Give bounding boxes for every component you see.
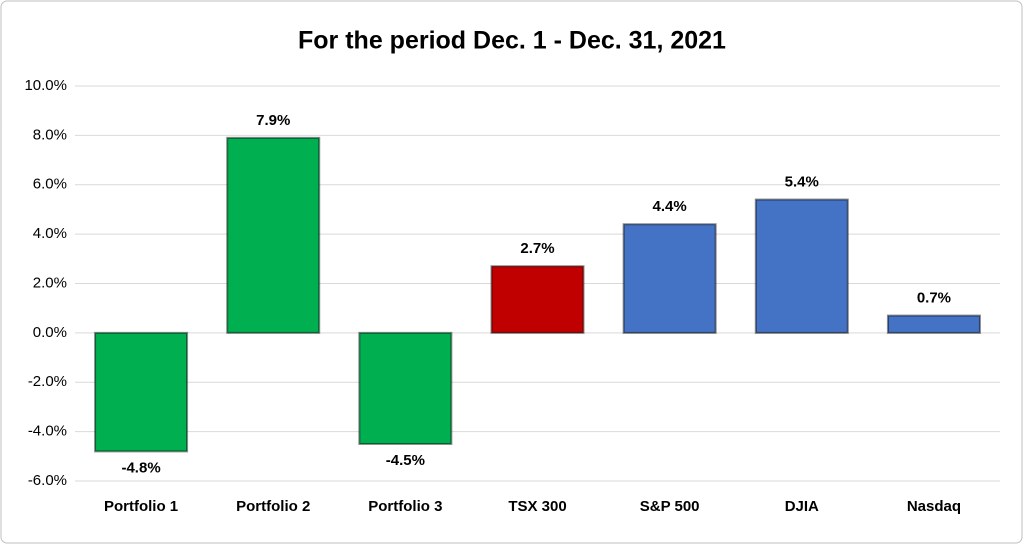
y-tick-label: 8.0% bbox=[33, 126, 67, 143]
value-label: 7.9% bbox=[256, 112, 290, 129]
bar bbox=[490, 265, 585, 334]
x-tick-label: Nasdaq bbox=[907, 498, 961, 515]
value-label: 0.7% bbox=[917, 290, 951, 307]
x-tick-label: Portfolio 1 bbox=[104, 498, 178, 515]
chart-title: For the period Dec. 1 - Dec. 31, 2021 bbox=[298, 27, 726, 55]
y-tick-label: 2.0% bbox=[33, 274, 67, 291]
bar bbox=[754, 198, 849, 334]
y-tick-label: 0.0% bbox=[33, 324, 67, 341]
y-tick-label: -4.0% bbox=[28, 423, 67, 440]
x-tick-label: Portfolio 3 bbox=[368, 498, 442, 515]
bar bbox=[622, 223, 717, 334]
x-tick-label: S&P 500 bbox=[640, 498, 700, 515]
y-tick-label: -6.0% bbox=[28, 472, 67, 489]
bar bbox=[886, 314, 981, 334]
x-tick-label: Portfolio 2 bbox=[236, 498, 310, 515]
y-tick-label: 4.0% bbox=[33, 225, 67, 242]
bar bbox=[358, 331, 453, 445]
bar bbox=[226, 136, 321, 334]
y-tick-label: 6.0% bbox=[33, 176, 67, 193]
value-label: 2.7% bbox=[520, 240, 554, 257]
value-label: 5.4% bbox=[785, 174, 819, 191]
y-tick-label: -2.0% bbox=[28, 373, 67, 390]
value-label: -4.8% bbox=[121, 459, 160, 476]
value-label: 4.4% bbox=[653, 198, 687, 215]
y-tick-label: 10.0% bbox=[24, 77, 67, 94]
value-label: -4.5% bbox=[386, 452, 425, 469]
x-tick-label: DJIA bbox=[785, 498, 819, 515]
x-tick-label: TSX 300 bbox=[508, 498, 566, 515]
bar bbox=[94, 331, 189, 453]
